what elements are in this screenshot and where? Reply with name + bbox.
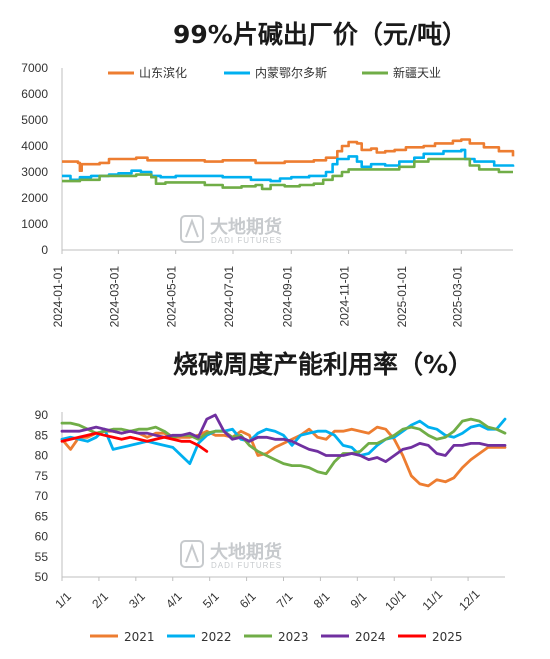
watermark-name-en: DADI FUTURES (211, 561, 282, 570)
watermark-name-en: DADI FUTURES (211, 236, 282, 245)
legend-label: 山东滨化 (139, 65, 187, 80)
legend: 2021 2022 2023 2024 2025 (90, 630, 463, 644)
legend: 山东滨化 内蒙鄂尔多斯 新疆天业 (108, 65, 441, 80)
y-tick-label: 5000 (21, 113, 48, 127)
x-tick-label: 3/1 (126, 589, 148, 611)
y-tick-label: 80 (35, 449, 49, 463)
x-tick-label: 7/1 (274, 589, 296, 611)
watermark-logo-mark (185, 218, 199, 238)
series-line (62, 157, 513, 191)
x-tick-label: 11/1 (419, 587, 445, 613)
chart-title: 99%片碱出厂价（元/吨） (173, 20, 467, 49)
series-line (62, 138, 515, 172)
x-tick-label: 2024-07-01 (222, 266, 236, 328)
x-tick-label: 2024-01-01 (51, 266, 65, 328)
series-line (60, 413, 507, 464)
legend-label: 2025 (432, 630, 463, 644)
watermark-name-cn: 大地期货 (210, 216, 282, 238)
x-tick-label: 2/1 (89, 589, 111, 611)
x-tick-label: 2024-05-01 (165, 266, 179, 328)
x-tick-label: 12/1 (456, 587, 483, 614)
y-tick-label: 0 (41, 243, 48, 257)
x-tick-label: 2025-01-01 (395, 266, 409, 328)
y-tick-label: 70 (35, 489, 49, 503)
y-tick-label: 1000 (21, 217, 48, 231)
x-tick-label: 9/1 (348, 589, 370, 611)
series-lines (62, 138, 515, 191)
series-line (62, 148, 515, 183)
chart-title: 烧碱周度产能利用率（%） (173, 350, 473, 379)
y-tick-label: 4000 (21, 139, 48, 153)
x-tick-label: 10/1 (382, 587, 409, 614)
y-tick-label: 2000 (21, 191, 48, 205)
x-tick-label: 2025-03-01 (450, 266, 464, 328)
series-lines (60, 413, 507, 488)
watermark-logo-mark (185, 543, 199, 563)
watermark-logo: 大地期货 DADI FUTURES (180, 540, 282, 570)
series-line (60, 417, 507, 466)
y-tick-label: 60 (35, 530, 49, 544)
utilization-chart: 烧碱周度产能利用率（%） 大地期货 DADI FUTURES 50 55 60 65 7… (35, 350, 507, 644)
x-tick-label: 2024-11-01 (338, 266, 352, 327)
x-tick-label: 1/1 (52, 589, 74, 611)
watermark-logo-icon (180, 540, 204, 568)
legend-label: 新疆天业 (393, 65, 441, 80)
legend-label: 2024 (355, 630, 386, 644)
y-tick-label: 6000 (21, 87, 48, 101)
y-tick-label: 75 (35, 469, 49, 483)
watermark-logo: 大地期货 DADI FUTURES (180, 215, 282, 245)
legend-label: 2022 (201, 630, 232, 644)
y-tick-label: 65 (35, 509, 49, 523)
price-chart: 99%片碱出厂价（元/吨） 山东滨化 内蒙鄂尔多斯 新疆天业 大地期货 DADI F… (21, 20, 515, 327)
y-tick-label: 3000 (21, 165, 48, 179)
y-tick-label: 55 (35, 550, 49, 564)
y-tick-label: 50 (35, 570, 49, 584)
legend-label: 2021 (124, 630, 155, 644)
x-tick-label: 4/1 (163, 589, 185, 611)
x-tick-label: 2024-03-01 (107, 266, 121, 328)
series-line (60, 417, 507, 476)
legend-label: 2023 (278, 630, 309, 644)
watermark-logo-icon (180, 215, 204, 243)
legend-label: 内蒙鄂尔多斯 (255, 65, 327, 80)
x-tick-label: 6/1 (237, 589, 259, 611)
y-tick-label: 90 (35, 408, 49, 422)
x-tick-label: 2024-09-01 (280, 266, 294, 328)
x-tick-label: 5/1 (200, 589, 222, 611)
y-tick-label: 7000 (21, 61, 48, 75)
watermark-name-cn: 大地期货 (210, 541, 282, 563)
y-tick-label: 85 (35, 428, 49, 442)
series-line (60, 431, 209, 453)
x-tick-label: 8/1 (311, 589, 333, 611)
axes: 0 1000 2000 3000 4000 5000 6000 7000 2024-01-01 2… (21, 61, 513, 327)
